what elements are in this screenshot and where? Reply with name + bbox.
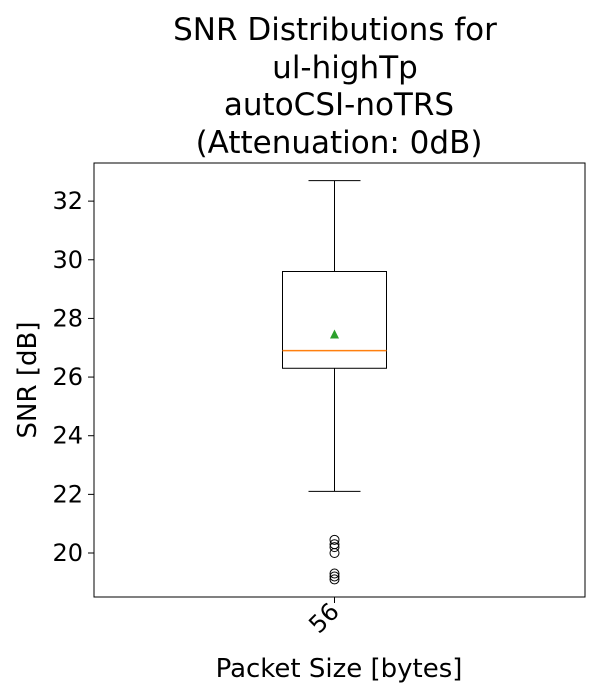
- chart-title: SNR Distributions for ul-highTp autoCSI-…: [173, 12, 497, 161]
- y-tick-label: 30: [52, 246, 83, 274]
- x-axis-label: Packet Size [bytes]: [216, 654, 463, 684]
- y-tick-label: 22: [52, 480, 83, 508]
- y-tick-label: 26: [52, 363, 83, 391]
- plot-area-frame: [93, 162, 586, 598]
- y-tick-label: 28: [52, 304, 83, 332]
- y-axis-label: SNR [dB]: [13, 322, 43, 439]
- iqr-box: [282, 271, 387, 369]
- y-axis: 20 22 24 26 28 30 32: [52, 187, 94, 567]
- outlier-point: [329, 571, 340, 582]
- x-axis: 56: [303, 597, 345, 639]
- y-tick-label: 20: [52, 539, 83, 567]
- mean-marker: [330, 329, 339, 339]
- outlier-point: [329, 574, 340, 585]
- title-line-4: (Attenuation: 0dB): [196, 125, 483, 161]
- title-line-1: SNR Distributions for: [173, 12, 497, 48]
- title-line-3: autoCSI-noTRS: [224, 87, 454, 123]
- box-56: [282, 180, 387, 585]
- x-tick-label: 56: [303, 597, 344, 638]
- box-layer: [282, 180, 387, 585]
- y-tick-label: 24: [52, 422, 83, 450]
- title-line-2: ul-highTp: [272, 50, 418, 86]
- y-tick-label: 32: [52, 187, 83, 215]
- outlier-point: [329, 542, 340, 553]
- outlier-point: [329, 568, 340, 579]
- outlier-point: [329, 534, 340, 545]
- outlier-point: [329, 548, 340, 559]
